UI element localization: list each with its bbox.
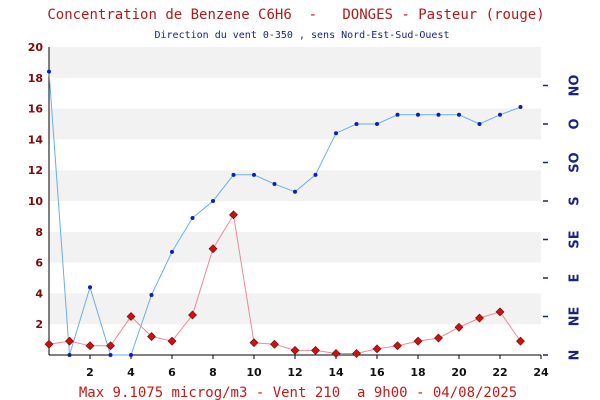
wind-direction-data-point <box>47 69 51 74</box>
wind-direction-data-point <box>252 172 256 177</box>
wind-direction-data-point <box>231 172 236 177</box>
x-tick-label: 8 <box>209 366 217 379</box>
benzene-data-point <box>290 345 300 355</box>
benzene-data-point <box>65 336 74 346</box>
y-tick-label: 8 <box>35 226 43 239</box>
direction-tick-label: NE <box>568 307 583 327</box>
wind-direction-data-point <box>498 112 502 117</box>
wind-direction-data-point <box>416 112 420 117</box>
y-tick-label: 10 <box>28 195 44 208</box>
benzene-data-point <box>167 336 177 346</box>
benzene-data-point <box>495 307 505 317</box>
benzene-data-point <box>188 310 197 320</box>
wind-direction-data-point <box>518 105 523 110</box>
wind-direction-data-point <box>375 122 379 126</box>
series-markers <box>44 69 525 358</box>
grid-band <box>49 231 541 263</box>
wind-direction-data-point <box>395 112 400 117</box>
y-tick-label: 6 <box>35 257 43 270</box>
y-tick-label: 4 <box>35 287 43 300</box>
wind-direction-data-point <box>436 112 441 117</box>
wind-direction-data-point <box>293 189 297 194</box>
benzene-data-point <box>229 210 238 220</box>
y-axis-ticks: 2 4 6 8 10 12 14 16 18 20 <box>28 41 44 331</box>
x-tick-label: 12 <box>287 366 302 379</box>
y-tick-label: 18 <box>28 72 43 85</box>
grid-band <box>49 77 541 109</box>
benzene-data-point <box>249 338 259 348</box>
wind-direction-data-point <box>313 172 318 177</box>
y-tick-label: 14 <box>28 133 44 146</box>
chart-footer: Max 9.1075 microg/m3 - Vent 210 a 9h00 -… <box>79 385 517 400</box>
chart-subtitle: Direction du vent 0-350 , sens Nord-Est-… <box>154 30 449 41</box>
direction-tick-label: S <box>568 196 583 205</box>
y-tick-label: 12 <box>28 164 43 177</box>
wind-direction-axis-ticks: N NE E SE S SO O NO <box>543 75 583 361</box>
grid-band <box>49 47 541 78</box>
grid-band <box>49 139 541 171</box>
wind-direction-data-point <box>67 353 72 357</box>
y-tick-label: 16 <box>28 103 44 116</box>
benzene-series-line <box>48 213 521 354</box>
grid-band <box>49 293 541 325</box>
benzene-data-point <box>454 322 464 332</box>
plot-background-bands <box>49 47 541 355</box>
wind-direction-data-point <box>88 285 92 290</box>
direction-tick-label: SE <box>568 230 583 248</box>
x-axis-ticks: 2 4 6 8 10 12 14 16 18 20 22 24 <box>86 355 549 379</box>
x-tick-label: 24 <box>533 366 549 379</box>
wind-direction-data-point <box>457 112 461 117</box>
grid-band <box>49 262 541 294</box>
benzene-data-point <box>434 333 443 343</box>
x-tick-label: 2 <box>86 366 94 379</box>
benzene-data-point <box>352 349 361 358</box>
direction-tick-label: N <box>568 350 583 361</box>
benzene-data-point <box>393 341 402 351</box>
benzene-data-point <box>208 244 218 254</box>
benzene-data-point <box>372 344 382 354</box>
benzene-data-point <box>106 341 115 351</box>
series-lines <box>48 71 521 356</box>
grid-band <box>49 201 541 232</box>
wind-direction-data-point <box>354 122 359 126</box>
x-tick-label: 6 <box>168 366 176 379</box>
direction-tick-label: NO <box>568 75 583 97</box>
benzene-data-point <box>270 339 279 349</box>
x-tick-label: 18 <box>410 366 425 379</box>
x-tick-label: 22 <box>492 366 507 379</box>
wind-direction-data-point <box>149 292 154 297</box>
wind-direction-data-point <box>477 122 482 126</box>
y-tick-label: 2 <box>35 318 43 331</box>
wind-direction-data-point <box>108 353 113 357</box>
wind-direction-data-point <box>334 131 338 136</box>
benzene-data-point <box>147 332 156 341</box>
x-tick-label: 20 <box>451 366 467 379</box>
x-tick-label: 16 <box>369 366 385 379</box>
chart-title: Concentration de Benzene C6H6 - DONGES -… <box>47 7 544 23</box>
benzene-data-point <box>126 312 136 321</box>
wind-direction-data-point <box>190 215 195 220</box>
benzene-data-point <box>516 336 525 346</box>
benzene-data-point <box>475 313 484 323</box>
wind-direction-data-point <box>170 249 174 254</box>
benzene-data-point <box>44 339 54 349</box>
y-tick-label: 20 <box>28 41 44 54</box>
direction-tick-label: E <box>568 274 583 283</box>
x-tick-label: 10 <box>246 366 262 379</box>
x-tick-label: 4 <box>127 366 135 379</box>
wind-direction-series-line <box>48 71 521 356</box>
grid-band <box>49 108 541 140</box>
benzene-data-point <box>331 349 341 358</box>
wind-direction-data-point <box>129 353 133 357</box>
direction-tick-label: O <box>568 118 583 129</box>
wind-direction-data-point <box>272 182 277 187</box>
direction-tick-label: SO <box>568 152 583 172</box>
x-tick-label: 14 <box>328 366 344 379</box>
benzene-data-point <box>413 336 423 346</box>
benzene-data-point <box>311 345 320 355</box>
grid-band <box>49 170 541 201</box>
wind-direction-data-point <box>211 199 215 203</box>
benzene-data-point <box>85 341 95 351</box>
